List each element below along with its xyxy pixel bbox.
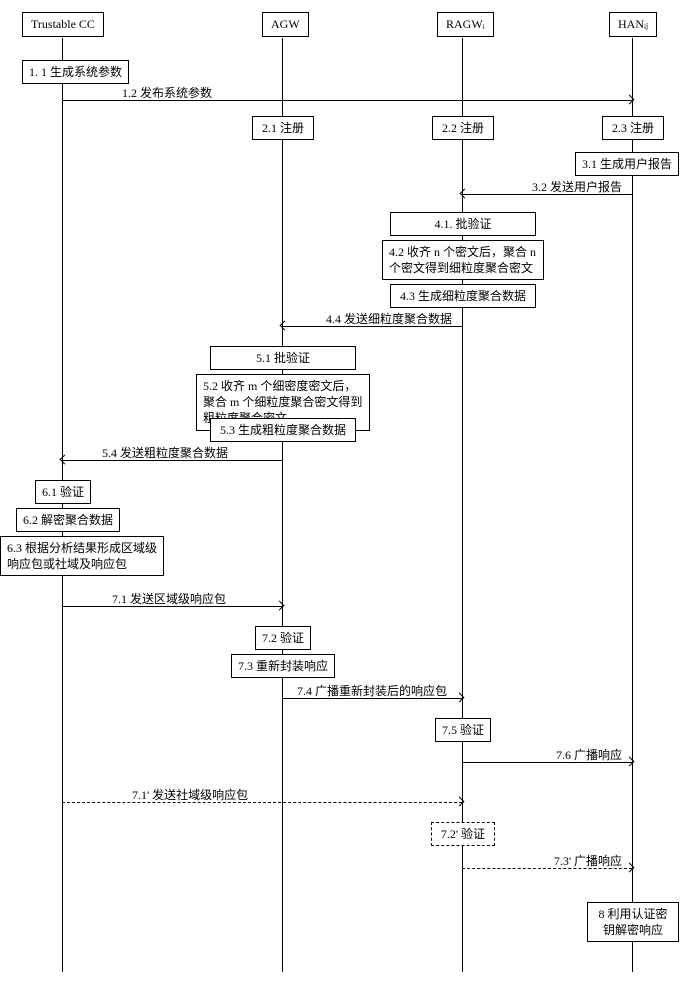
msg-7-1: 7.1 发送区域级响应包	[62, 606, 282, 626]
msg-5-4-label: 5.4 发送粗粒度聚合数据	[102, 444, 228, 461]
participant-agw: AGW	[262, 12, 309, 37]
box-1-1: 1. 1 生成系统参数	[22, 60, 129, 84]
participant-han: HANᵢⱼ	[609, 12, 657, 37]
msg-7-3p-label: 7.3' 广播响应	[554, 852, 622, 869]
msg-1-2-label: 1.2 发布系统参数	[122, 84, 212, 101]
box-2-1: 2.1 注册	[252, 116, 314, 140]
box-7-2: 7.2 验证	[255, 626, 311, 650]
msg-7-4-label: 7.4 广播重新封装后的响应包	[297, 682, 447, 699]
msg-7-6-label: 7.6 广播响应	[556, 746, 622, 763]
lifeline-agw	[282, 38, 283, 972]
box-4-2: 4.2 收齐 n 个密文后，聚合 n 个密文得到细粒度聚合密文	[382, 240, 544, 280]
box-7-2p: 7.2' 验证	[431, 822, 495, 846]
msg-3-2-label: 3.2 发送用户报告	[532, 178, 622, 195]
msg-5-4: 5.4 发送粗粒度聚合数据	[62, 460, 282, 480]
msg-4-4: 4.4 发送细粒度聚合数据	[282, 326, 462, 346]
participant-cc: Trustable CC	[22, 12, 104, 37]
msg-7-1p-label: 7.1' 发送社域级响应包	[132, 786, 248, 803]
box-4-1: 4.1. 批验证	[390, 212, 536, 236]
msg-1-2: 1.2 发布系统参数	[62, 100, 632, 120]
sequence-diagram: Trustable CC AGW RAGWᵢ HANᵢⱼ 1. 1 生成系统参数…	[12, 12, 680, 988]
box-4-3: 4.3 生成细粒度聚合数据	[390, 284, 536, 308]
box-6-2: 6.2 解密聚合数据	[16, 508, 120, 532]
msg-3-2: 3.2 发送用户报告	[462, 194, 632, 214]
msg-7-6: 7.6 广播响应	[462, 762, 632, 782]
msg-7-3p: 7.3' 广播响应	[462, 868, 632, 888]
msg-7-1-label: 7.1 发送区域级响应包	[112, 590, 226, 607]
box-7-3: 7.3 重新封装响应	[231, 654, 335, 678]
participant-ragw: RAGWᵢ	[437, 12, 494, 37]
msg-7-1p: 7.1' 发送社域级响应包	[62, 802, 462, 822]
box-6-1: 6.1 验证	[35, 480, 91, 504]
box-8: 8 利用认证密钥解密响应	[587, 902, 679, 942]
msg-4-4-label: 4.4 发送细粒度聚合数据	[326, 310, 452, 327]
box-5-1: 5.1 批验证	[210, 346, 356, 370]
lifeline-cc	[62, 38, 63, 972]
lifeline-han	[632, 38, 633, 972]
box-3-1: 3.1 生成用户报告	[575, 152, 679, 176]
box-2-3: 2.3 注册	[602, 116, 664, 140]
box-5-3: 5.3 生成粗粒度聚合数据	[210, 418, 356, 442]
box-2-2: 2.2 注册	[432, 116, 494, 140]
box-6-3: 6.3 根据分析结果形成区域级响应包或社域及响应包	[0, 536, 164, 576]
box-7-5: 7.5 验证	[435, 718, 491, 742]
msg-7-4: 7.4 广播重新封装后的响应包	[282, 698, 462, 718]
